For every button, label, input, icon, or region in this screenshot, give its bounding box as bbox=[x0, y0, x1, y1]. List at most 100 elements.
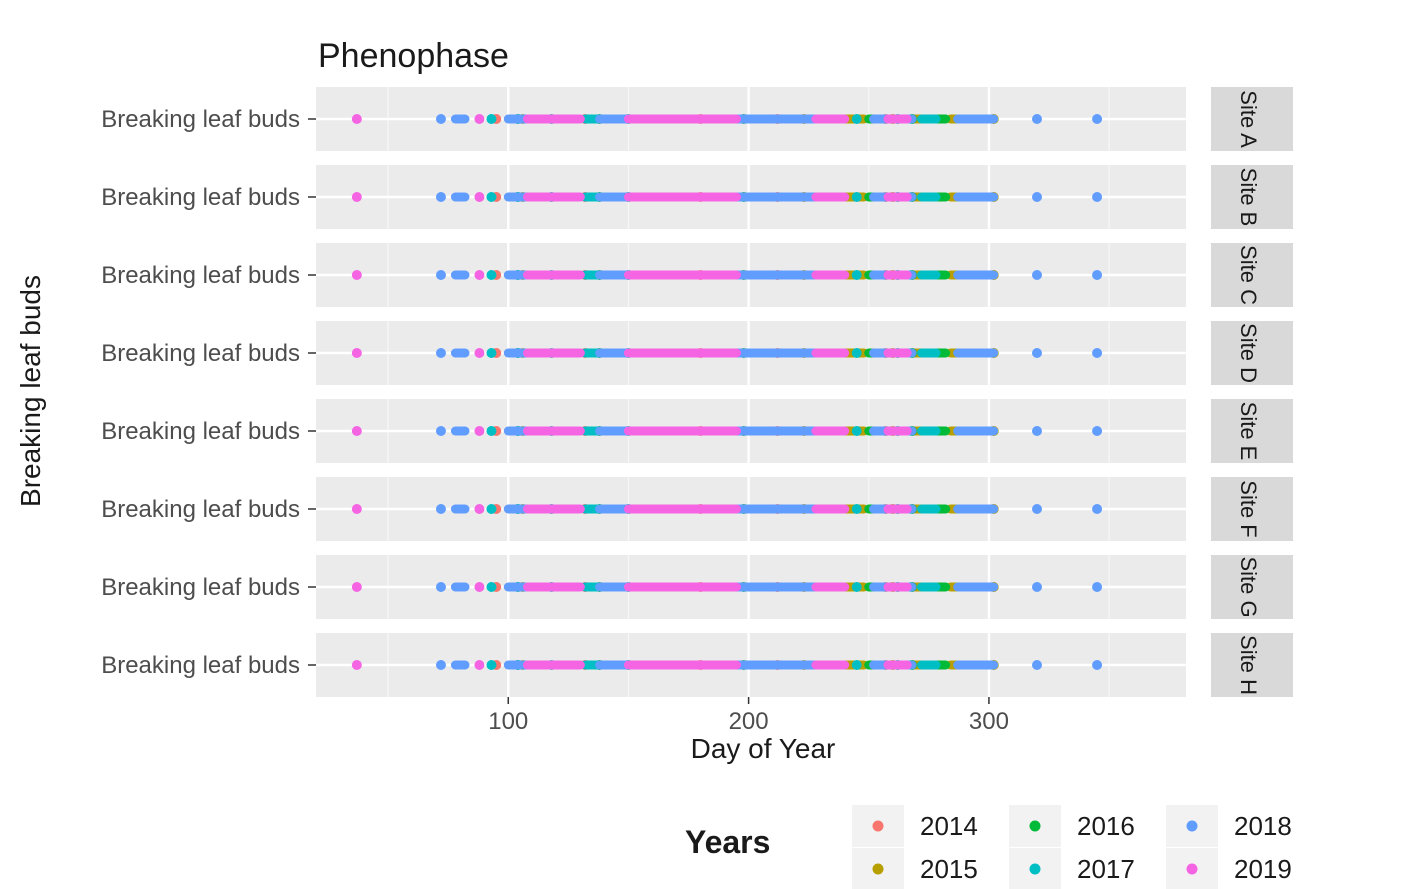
data-points bbox=[351, 426, 1103, 436]
facet-strip bbox=[1211, 477, 1293, 541]
facet-strip bbox=[1211, 321, 1293, 385]
legend-label: 2015 bbox=[920, 854, 978, 884]
facet-strip bbox=[1211, 633, 1293, 697]
data-point-2019 bbox=[474, 270, 485, 280]
x-axis: 100 200 300 bbox=[488, 697, 1009, 735]
data-point-2017 bbox=[486, 660, 497, 670]
data-point-2017 bbox=[486, 582, 497, 592]
legend-entry-2014: 2014 bbox=[852, 805, 978, 847]
data-point-2019 bbox=[351, 114, 362, 124]
data-point-2018 bbox=[435, 348, 446, 358]
data-point-2017 bbox=[851, 114, 862, 124]
facet-strip-label: Site C bbox=[1236, 245, 1261, 305]
x-tick-label: 300 bbox=[969, 708, 1009, 735]
facet-panel: Site F Breaking leaf buds bbox=[101, 477, 1293, 541]
data-point-2018 bbox=[1092, 348, 1103, 358]
y-axis-title: Breaking leaf buds bbox=[15, 275, 46, 507]
data-point-2018 bbox=[1092, 114, 1103, 124]
data-point-2018 bbox=[1031, 582, 1042, 592]
legend-swatch bbox=[1186, 863, 1198, 875]
y-tick-label: Breaking leaf buds bbox=[101, 340, 300, 367]
facet-panel: Site G Breaking leaf buds bbox=[101, 555, 1293, 619]
data-point-2018 bbox=[435, 504, 446, 514]
data-point-2017 bbox=[851, 348, 862, 358]
data-point-2019 bbox=[474, 348, 485, 358]
y-tick-label: Breaking leaf buds bbox=[101, 574, 300, 601]
facet-strip bbox=[1211, 399, 1293, 463]
x-tick-label: 200 bbox=[729, 708, 769, 735]
data-point-2018 bbox=[435, 426, 446, 436]
data-point-2017 bbox=[486, 192, 497, 202]
data-point-2017 bbox=[851, 192, 862, 202]
legend-entry-2017: 2017 bbox=[1009, 848, 1135, 889]
data-point-2018 bbox=[1031, 270, 1042, 280]
legend-label: 2019 bbox=[1234, 854, 1292, 884]
data-point-2017 bbox=[851, 660, 862, 670]
chart-title: Phenophase bbox=[318, 37, 509, 75]
data-point-2017 bbox=[851, 582, 862, 592]
data-point-2017 bbox=[851, 270, 862, 280]
data-point-2018 bbox=[1031, 114, 1042, 124]
facet-strip bbox=[1211, 165, 1293, 229]
legend-swatch bbox=[872, 820, 884, 832]
data-point-2018 bbox=[1031, 426, 1042, 436]
facet-strip bbox=[1211, 243, 1293, 307]
data-point-2018 bbox=[1092, 270, 1103, 280]
data-point-2019 bbox=[351, 426, 362, 436]
legend-swatch bbox=[1029, 863, 1041, 875]
legend-label: 2016 bbox=[1077, 811, 1135, 841]
y-tick-label: Breaking leaf buds bbox=[101, 262, 300, 289]
facet-strip bbox=[1211, 87, 1293, 151]
data-point-2019 bbox=[351, 348, 362, 358]
facet-strip-label: Site G bbox=[1236, 556, 1261, 617]
data-points bbox=[351, 192, 1103, 202]
data-point-2018 bbox=[1092, 660, 1103, 670]
data-point-2017 bbox=[486, 504, 497, 514]
data-point-2018 bbox=[1092, 582, 1103, 592]
facet-strip-label: Site E bbox=[1236, 402, 1261, 461]
data-point-2019 bbox=[351, 192, 362, 202]
data-point-2018 bbox=[435, 582, 446, 592]
data-point-2018 bbox=[1031, 504, 1042, 514]
data-point-2018 bbox=[1092, 192, 1103, 202]
data-point-2017 bbox=[486, 114, 497, 124]
facet-panel: Site B Breaking leaf buds bbox=[101, 165, 1293, 229]
y-tick-label: Breaking leaf buds bbox=[101, 418, 300, 445]
data-point-2019 bbox=[474, 192, 485, 202]
facet-panel: Site H Breaking leaf buds bbox=[101, 633, 1293, 697]
data-point-2019 bbox=[351, 660, 362, 670]
data-point-2019 bbox=[474, 114, 485, 124]
data-point-2018 bbox=[1092, 426, 1103, 436]
data-point-2018 bbox=[1031, 192, 1042, 202]
data-point-2019 bbox=[474, 660, 485, 670]
facet-panel: Site D Breaking leaf buds bbox=[101, 321, 1293, 385]
data-point-2019 bbox=[474, 426, 485, 436]
legend-label: 2017 bbox=[1077, 854, 1135, 884]
data-point-2018 bbox=[435, 270, 446, 280]
data-points bbox=[351, 582, 1103, 592]
data-point-2018 bbox=[1031, 348, 1042, 358]
data-points bbox=[351, 114, 1103, 124]
facet-strip bbox=[1211, 555, 1293, 619]
y-tick-label: Breaking leaf buds bbox=[101, 106, 300, 133]
legend-label: 2018 bbox=[1234, 811, 1292, 841]
data-point-2018 bbox=[435, 114, 446, 124]
legend-swatch bbox=[872, 863, 884, 875]
y-tick-label: Breaking leaf buds bbox=[101, 496, 300, 523]
data-point-2019 bbox=[474, 582, 485, 592]
facet-strip-label: Site H bbox=[1236, 635, 1261, 695]
data-point-2018 bbox=[1031, 660, 1042, 670]
legend-entry-2016: 2016 bbox=[1009, 805, 1135, 847]
data-point-2017 bbox=[486, 270, 497, 280]
data-point-2019 bbox=[351, 582, 362, 592]
data-point-2019 bbox=[351, 504, 362, 514]
data-points bbox=[351, 660, 1103, 670]
data-points bbox=[351, 270, 1103, 280]
data-point-2017 bbox=[851, 504, 862, 514]
data-point-2017 bbox=[851, 426, 862, 436]
facet-strip-label: Site A bbox=[1236, 90, 1261, 148]
legend-swatch bbox=[1029, 820, 1041, 832]
data-point-2018 bbox=[435, 660, 446, 670]
facet-panel: Site E Breaking leaf buds bbox=[101, 399, 1293, 463]
